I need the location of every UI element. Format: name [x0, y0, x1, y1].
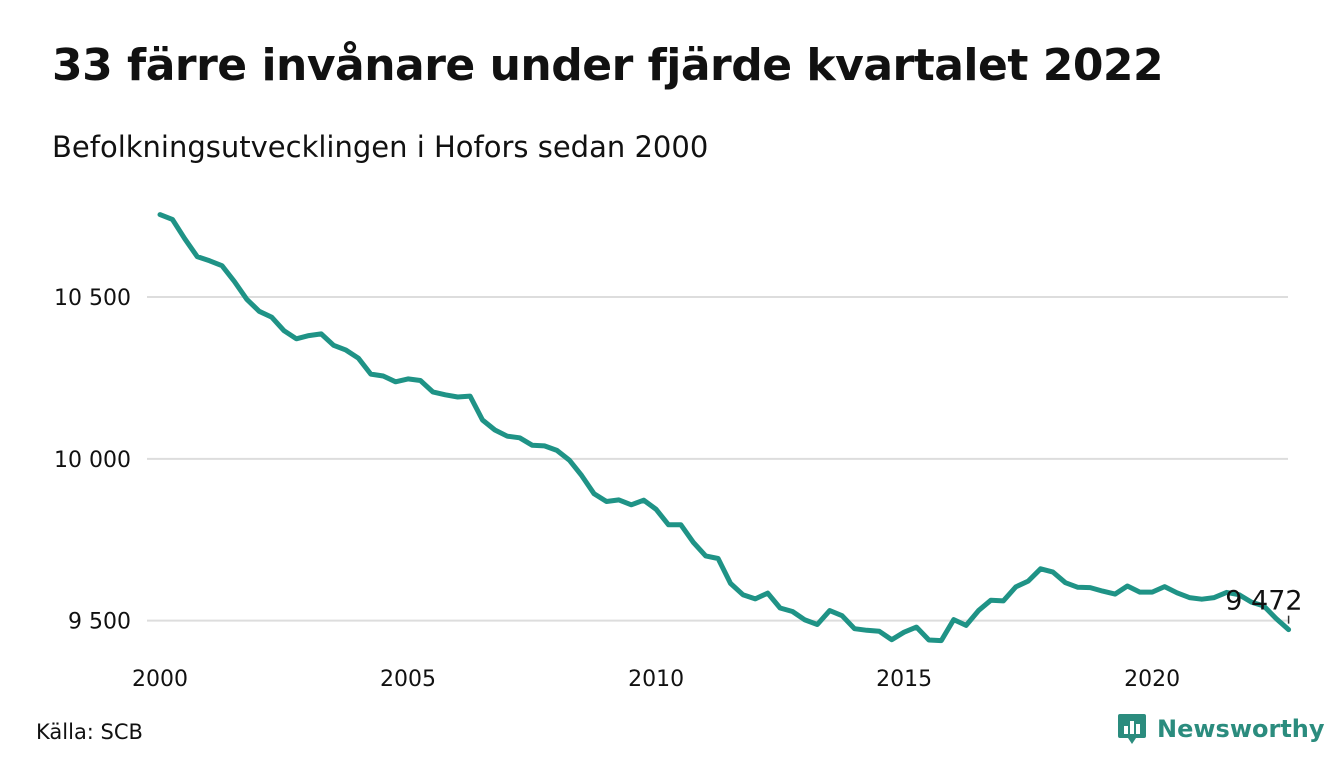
x-tick-label: 2010: [628, 667, 684, 692]
x-tick-label: 2015: [876, 667, 932, 692]
brand-logo: Newsworthy: [1117, 712, 1325, 746]
chart-title: 33 färre invånare under fjärde kvartalet…: [52, 40, 1164, 91]
y-tick-label: 9 500: [68, 610, 131, 635]
series-layer: [157, 212, 1292, 644]
x-axis-labels: 2000 2005 2010 2015 2020: [132, 667, 1180, 692]
population-line: [157, 212, 1292, 644]
gridlines: [147, 296, 1288, 622]
chart-subtitle: Befolkningsutvecklingen i Hofors sedan 2…: [52, 130, 709, 164]
source-note: Källa: SCB: [36, 720, 143, 744]
brand-name: Newsworthy: [1157, 715, 1325, 743]
newsworthy-logo-icon: [1118, 714, 1146, 744]
y-tick-label: 10 500: [54, 286, 131, 311]
y-axis-labels: 10 500 10 000 9 500: [54, 286, 131, 635]
annotation-layer: 9 472: [1225, 586, 1303, 624]
x-tick-label: 2020: [1124, 667, 1180, 692]
x-tick-label: 2000: [132, 667, 188, 692]
end-value-label: 9 472: [1225, 586, 1302, 617]
x-tick-label: 2005: [380, 667, 436, 692]
y-tick-label: 10 000: [54, 448, 131, 473]
